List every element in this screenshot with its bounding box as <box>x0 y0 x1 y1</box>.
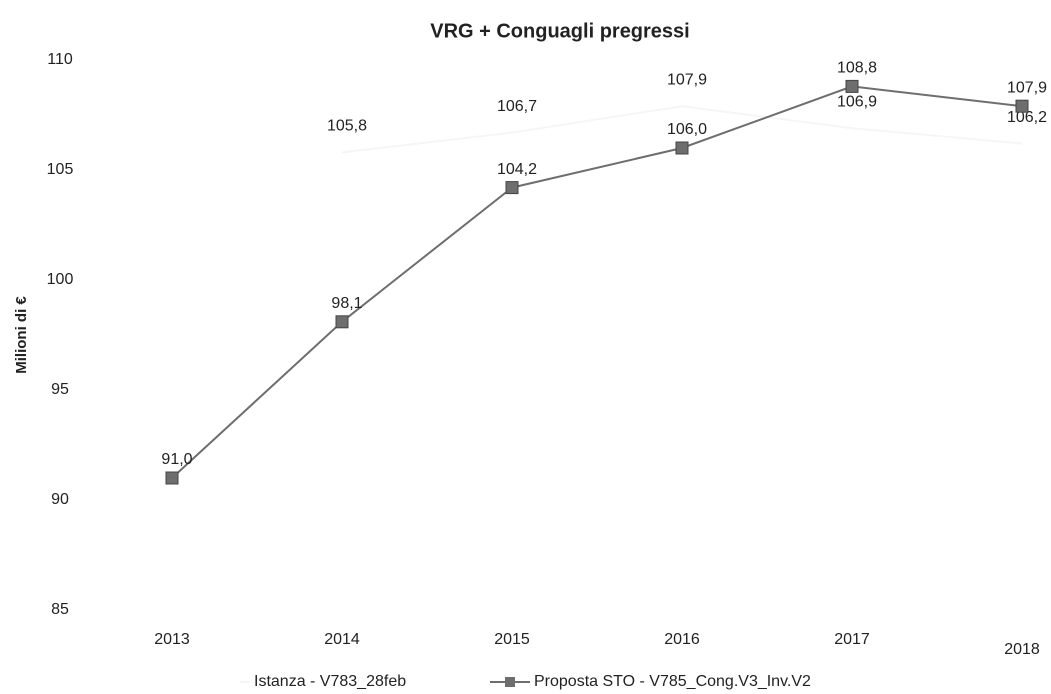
marker <box>335 315 349 329</box>
marker <box>1015 99 1029 113</box>
y-tick-label: 100 <box>47 271 74 288</box>
data-label: 91,0 <box>161 451 192 468</box>
data-label: 107,9 <box>667 71 707 88</box>
marker <box>165 471 179 485</box>
series-line <box>341 105 1023 154</box>
x-tick-label: 2015 <box>494 631 530 648</box>
x-tick-label: 2017 <box>834 631 870 648</box>
data-label: 106,7 <box>497 98 537 115</box>
y-tick-label: 105 <box>47 161 74 178</box>
y-tick-label: 85 <box>51 601 69 618</box>
data-label: 106,2 <box>1007 109 1047 126</box>
marker <box>845 79 859 93</box>
data-label: 105,8 <box>327 118 367 135</box>
x-tick-label: 2018 <box>1004 641 1040 658</box>
chart-title: VRG + Conguagli pregressi <box>430 20 690 42</box>
data-label: 106,9 <box>837 93 877 110</box>
legend-label: Istanza - V783_28feb <box>254 673 406 690</box>
series-line <box>171 85 1023 479</box>
data-label: 98,1 <box>331 295 362 312</box>
marker <box>505 181 519 195</box>
x-tick-label: 2013 <box>154 631 190 648</box>
x-tick-label: 2016 <box>664 631 700 648</box>
data-label: 104,2 <box>497 161 537 178</box>
data-label: 106,0 <box>667 121 707 138</box>
data-label: 108,8 <box>837 60 877 77</box>
y-tick-label: 95 <box>51 381 69 398</box>
legend-marker <box>505 677 515 687</box>
x-tick-label: 2014 <box>324 631 360 648</box>
marker <box>675 141 689 155</box>
y-axis-label: Milioni di € <box>13 296 30 374</box>
y-tick-label: 90 <box>51 491 69 508</box>
legend-label: Proposta STO - V785_Cong.V3_Inv.V2 <box>534 673 811 690</box>
data-label: 107,9 <box>1007 79 1047 96</box>
y-tick-label: 110 <box>47 51 73 68</box>
